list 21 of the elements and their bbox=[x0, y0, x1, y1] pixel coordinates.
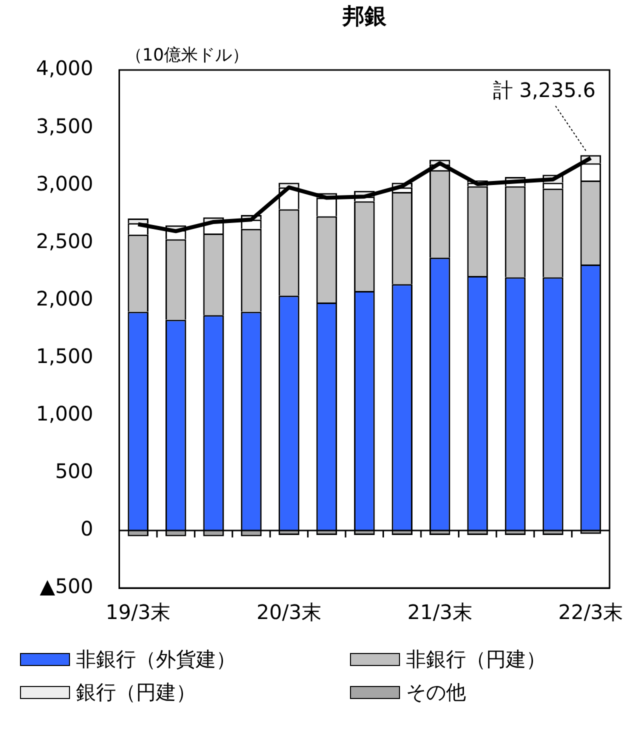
y-tick-label: 2,500 bbox=[36, 228, 94, 253]
y-tick-label: 1,000 bbox=[36, 402, 94, 426]
legend-label: 非銀行（円建） bbox=[406, 646, 546, 673]
x-tick-label: 19/3末 bbox=[106, 600, 171, 624]
legend-label: 非銀行（外貨建） bbox=[76, 646, 236, 673]
chart-title: 邦銀 bbox=[341, 4, 388, 30]
y-tick-label: 500 bbox=[55, 459, 94, 484]
x-tick-label: 20/3末 bbox=[256, 600, 322, 624]
y-tick-label: ▲500 bbox=[40, 574, 94, 598]
y-tick-label: 3,000 bbox=[36, 171, 94, 196]
y-tick-label: 2,000 bbox=[36, 286, 94, 310]
x-tick-label: 22/3末 bbox=[558, 600, 624, 624]
y-tick-label: 0 bbox=[80, 516, 94, 541]
legend-label: 銀行（円建） bbox=[76, 679, 196, 706]
annotation: 計 3,235.6 bbox=[492, 78, 596, 102]
y-tick-label: 3,500 bbox=[36, 114, 94, 138]
y-axis-title: （10億米ドル） bbox=[125, 45, 249, 66]
legend-label: その他 bbox=[406, 679, 466, 706]
y-tick-label: 4,000 bbox=[36, 56, 94, 80]
x-tick-label: 21/3末 bbox=[407, 600, 472, 624]
y-tick-label: 1,500 bbox=[36, 344, 94, 368]
